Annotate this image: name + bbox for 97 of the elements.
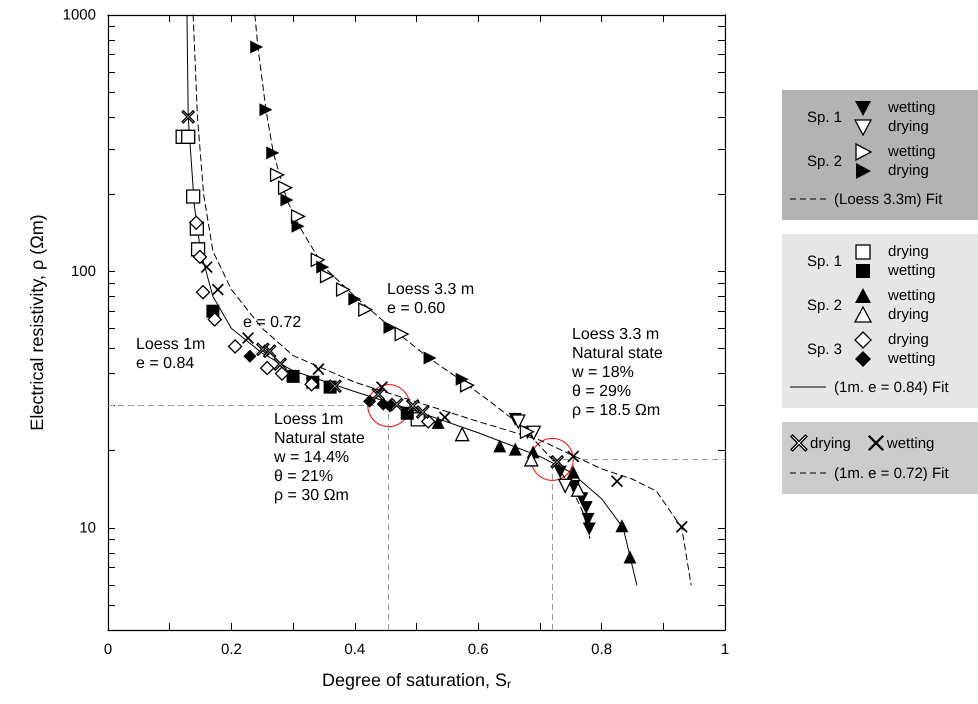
legend-label: (1m. e = 0.84) Fit bbox=[834, 378, 949, 396]
annotation: Loess 1m e = 0.84 bbox=[136, 336, 206, 372]
point bbox=[280, 193, 294, 206]
point bbox=[424, 351, 437, 364]
legend-label: drying bbox=[888, 243, 929, 260]
point bbox=[611, 475, 624, 488]
x-tick-label: 0.8 bbox=[591, 641, 612, 658]
text: Sp. 3 bbox=[806, 340, 843, 358]
point bbox=[432, 416, 445, 429]
point bbox=[372, 388, 385, 401]
annotation: e = 0.72 bbox=[243, 314, 302, 331]
y-axis-title: Electrical resistivity, ρ (Ωm) bbox=[27, 214, 47, 431]
point bbox=[363, 394, 376, 408]
legend-label: drying bbox=[810, 434, 851, 452]
point bbox=[260, 360, 274, 376]
y-tick-label: 10 bbox=[79, 519, 96, 536]
legend-label: wetting bbox=[888, 262, 936, 279]
point bbox=[270, 168, 284, 182]
text: Sp. 2 bbox=[806, 152, 843, 170]
point bbox=[358, 302, 372, 317]
point bbox=[558, 478, 572, 493]
point bbox=[250, 40, 264, 54]
legend-label: wetting bbox=[888, 99, 936, 116]
point bbox=[421, 414, 436, 429]
point bbox=[530, 438, 574, 481]
x-tick-label: 0.4 bbox=[344, 641, 366, 658]
point bbox=[511, 414, 526, 429]
point bbox=[493, 439, 506, 452]
point bbox=[580, 501, 593, 514]
point bbox=[367, 384, 410, 428]
point bbox=[182, 110, 195, 124]
y-tick-label: 100 bbox=[70, 262, 96, 280]
point bbox=[566, 466, 580, 479]
point bbox=[383, 320, 396, 334]
point bbox=[376, 381, 388, 394]
point bbox=[348, 292, 362, 306]
point bbox=[292, 220, 305, 233]
annotation: Loess 3.3 m Natural state w = 18% θ = 29% ρ = 18.5 Ωm bbox=[571, 326, 663, 419]
legend-label: drying bbox=[888, 118, 929, 135]
y-tick-label: 1000 bbox=[62, 6, 96, 24]
point bbox=[273, 358, 287, 371]
legend-label: (Loess 3.3m) Fit bbox=[834, 190, 942, 208]
point bbox=[676, 520, 688, 533]
point bbox=[266, 146, 280, 160]
x-tick-label: 0 bbox=[104, 641, 112, 658]
point bbox=[508, 442, 522, 456]
point bbox=[228, 339, 242, 354]
point bbox=[582, 522, 596, 536]
point bbox=[567, 450, 580, 462]
point bbox=[259, 103, 272, 116]
annotation: Loess 1m Natural state w = 14.4% θ = 21% ρ = 30 Ωm bbox=[273, 411, 365, 504]
point bbox=[394, 326, 409, 342]
point bbox=[320, 268, 334, 284]
legend-label: wetting bbox=[888, 350, 936, 367]
point bbox=[243, 350, 256, 363]
x-tick-label: 1 bbox=[720, 641, 730, 658]
point bbox=[336, 282, 350, 297]
x-tick-label: 0.6 bbox=[468, 641, 489, 658]
legend-label: wetting bbox=[888, 287, 936, 304]
point bbox=[304, 377, 319, 392]
text: Sp. 1 bbox=[806, 108, 843, 126]
point bbox=[438, 411, 451, 424]
point bbox=[200, 261, 213, 274]
legend-label: drying bbox=[888, 306, 929, 323]
x-tick-label: 0.2 bbox=[220, 641, 242, 658]
point bbox=[623, 550, 636, 564]
point bbox=[328, 380, 342, 393]
point bbox=[212, 284, 224, 296]
point bbox=[310, 252, 325, 267]
text: Sp. 2 bbox=[806, 296, 843, 314]
point bbox=[312, 363, 324, 376]
point bbox=[181, 130, 196, 144]
point bbox=[286, 370, 300, 383]
legend-label: wetting bbox=[888, 143, 936, 160]
point bbox=[390, 398, 404, 412]
legend-label: drying bbox=[888, 331, 929, 348]
legend-label: (1m. e = 0.72) Fit bbox=[834, 464, 949, 482]
point bbox=[406, 399, 420, 413]
point bbox=[290, 209, 306, 224]
annotation: Loess 3.3 m e = 0.60 bbox=[387, 281, 474, 317]
point bbox=[192, 250, 208, 264]
point bbox=[186, 189, 200, 204]
point bbox=[196, 285, 210, 300]
point bbox=[208, 312, 222, 327]
point bbox=[455, 427, 470, 442]
point bbox=[316, 260, 330, 274]
point bbox=[416, 405, 430, 419]
legend-label: drying bbox=[888, 162, 929, 179]
point bbox=[189, 216, 204, 230]
text: Sp. 1 bbox=[806, 252, 843, 270]
point bbox=[263, 344, 276, 358]
point bbox=[571, 482, 586, 497]
point bbox=[278, 180, 292, 195]
point bbox=[615, 519, 628, 532]
point bbox=[242, 332, 254, 344]
legend-label: wetting bbox=[886, 434, 934, 452]
point bbox=[456, 372, 469, 386]
